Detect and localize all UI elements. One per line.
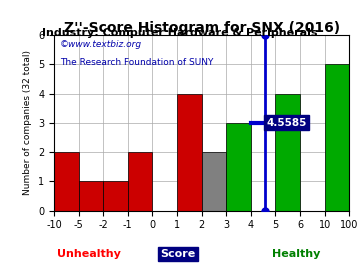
Bar [226, 123, 251, 211]
Y-axis label: Number of companies (32 total): Number of companies (32 total) [23, 50, 32, 195]
Bar [54, 152, 78, 211]
Bar [128, 152, 152, 211]
Text: Unhealthy: Unhealthy [58, 249, 121, 259]
Bar [103, 181, 128, 211]
Title: Z''-Score Histogram for SNX (2016): Z''-Score Histogram for SNX (2016) [63, 21, 340, 35]
Text: Score: Score [160, 249, 195, 259]
Text: ©www.textbiz.org: ©www.textbiz.org [60, 40, 142, 49]
Text: Healthy: Healthy [272, 249, 320, 259]
Bar [275, 94, 300, 211]
Text: 4.5585: 4.5585 [266, 118, 307, 128]
Text: Industry: Computer Hardware & Peripherals: Industry: Computer Hardware & Peripheral… [42, 28, 318, 38]
Bar [78, 181, 103, 211]
Bar [202, 152, 226, 211]
Bar [325, 64, 349, 211]
Bar [177, 94, 202, 211]
Text: The Research Foundation of SUNY: The Research Foundation of SUNY [60, 58, 213, 67]
